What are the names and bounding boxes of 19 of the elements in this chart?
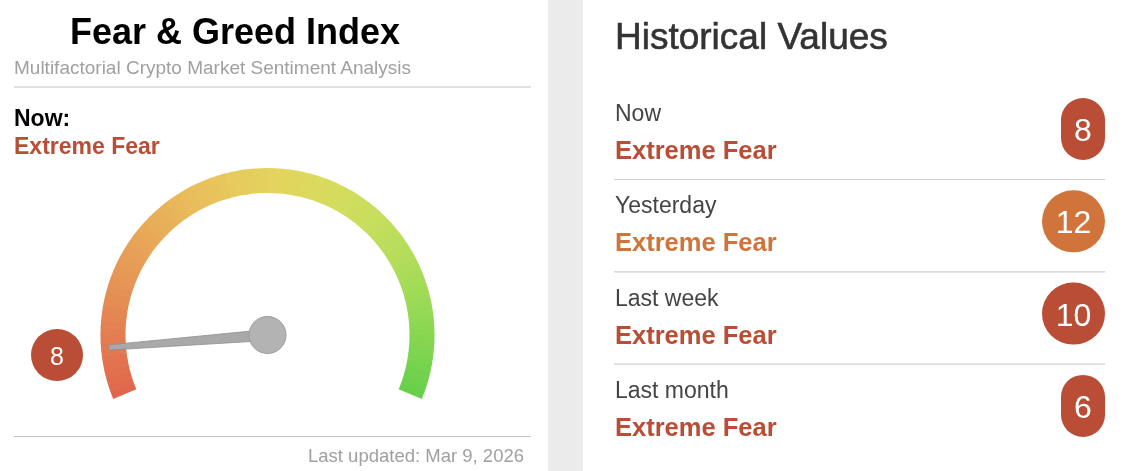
text: Extreme Fear [615,320,777,349]
data-label: 6 [1074,388,1092,425]
data-label: 12 [1055,204,1092,241]
text: Yesterday [615,192,717,219]
text: Extreme Fear [14,133,160,159]
data-label: 10 [1055,296,1092,333]
text: Extreme Fear [615,136,777,164]
text: Extreme Fear [615,412,777,441]
text: Now: [14,105,71,131]
text: Last week [615,284,720,311]
text: Fear & Greed Index [70,11,401,52]
text: Historical Values [615,16,888,57]
data-label: 8 [50,342,64,370]
data-label: 8 [1074,112,1092,148]
text: Last updated: Mar 9, 2026 [308,445,524,466]
text: Now [615,100,662,126]
text: Extreme Fear [615,228,777,257]
text: Last month [615,376,729,403]
text: Multifactorial Crypto Market Sentiment Analysis [14,57,412,78]
